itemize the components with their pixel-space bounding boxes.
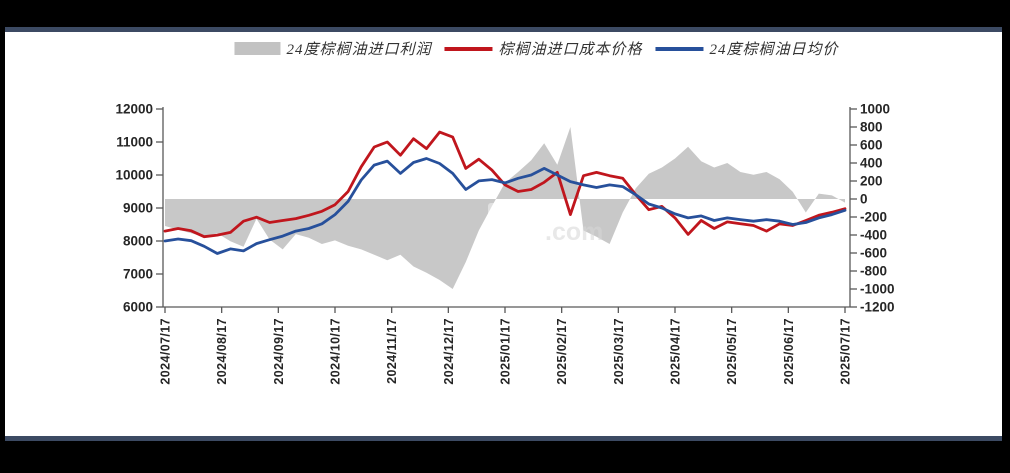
chart-panel: [5, 32, 1002, 436]
chart-legend: 24度棕榈油进口利润 棕榈油进口成本价格 24度棕榈油日均价: [234, 38, 851, 59]
left-axis-tick-label: 10000: [115, 168, 153, 183]
right-axis-tick-label: 1000: [860, 102, 890, 117]
x-axis-tick-label: 2025/05/17: [725, 318, 739, 385]
x-axis-tick-label: 2025/01/17: [499, 318, 513, 385]
x-axis-tick-label: 2024/12/17: [442, 318, 456, 385]
x-axis-tick-label: 2025/03/17: [612, 318, 626, 385]
right-axis-tick-label: 800: [860, 120, 883, 135]
x-axis-tick-label: 2025/04/17: [669, 318, 683, 385]
bottom-divider: [5, 436, 1002, 441]
legend-label-daily-avg: 24度棕榈油日均价: [709, 42, 839, 58]
left-axis-tick-label: 8000: [123, 234, 153, 249]
right-axis-tick-label: 0: [860, 192, 868, 207]
right-axis-tick-label: -1000: [860, 282, 895, 297]
left-axis-tick-label: 11000: [116, 135, 153, 150]
daily-average-price-line: [163, 157, 847, 255]
x-axis-tick-label: 2024/10/17: [329, 318, 343, 385]
top-divider: [5, 27, 1002, 32]
left-axis-tick-label: 7000: [123, 267, 153, 282]
legend-label-import-profit: 24度棕榈油进口利润: [286, 42, 432, 58]
right-axis-tick-label: 400: [860, 156, 883, 171]
right-axis-tick-label: -600: [860, 246, 887, 261]
legend-item-daily-avg: 24度棕榈油日均价: [655, 38, 839, 59]
watermark-text: .com: [545, 218, 603, 246]
legend-label-import-cost: 棕榈油进口成本价格: [498, 42, 643, 58]
right-axis-tick-label: -400: [860, 228, 887, 243]
right-axis-tick-label: -1200: [860, 300, 895, 315]
right-axis-tick-label: -800: [860, 264, 887, 279]
red-line-swatch-icon: [444, 46, 493, 51]
area-swatch-icon: [234, 42, 281, 55]
import-cost-price-line: [163, 130, 847, 239]
x-axis-tick-label: 2024/09/17: [272, 318, 286, 385]
watermark: .com: [488, 203, 603, 246]
x-axis-tick-label: 2025/02/17: [555, 318, 569, 385]
blue-line-swatch-icon: [655, 46, 704, 51]
x-axis-tick-label: 2024/11/17: [385, 318, 399, 384]
right-axis-tick-label: 600: [860, 138, 883, 153]
x-axis-tick-label: 2025/06/17: [782, 318, 796, 385]
right-axis-tick-label: -200: [860, 210, 887, 225]
x-axis-tick-label: 2024/07/17: [159, 318, 173, 385]
right-axis-tick-label: 200: [860, 174, 883, 189]
x-axis-tick-label: 2025/07/17: [839, 318, 853, 385]
x-axis-tick-label: 2024/08/17: [215, 318, 229, 385]
left-axis-tick-label: 6000: [123, 300, 153, 315]
left-axis-tick-label: 12000: [115, 102, 153, 117]
legend-item-import-cost: 棕榈油进口成本价格: [444, 38, 642, 59]
left-axis-tick-label: 9000: [123, 201, 153, 216]
import-profit-area: [165, 127, 845, 289]
legend-item-import-profit: 24度棕榈油进口利润: [234, 38, 431, 59]
